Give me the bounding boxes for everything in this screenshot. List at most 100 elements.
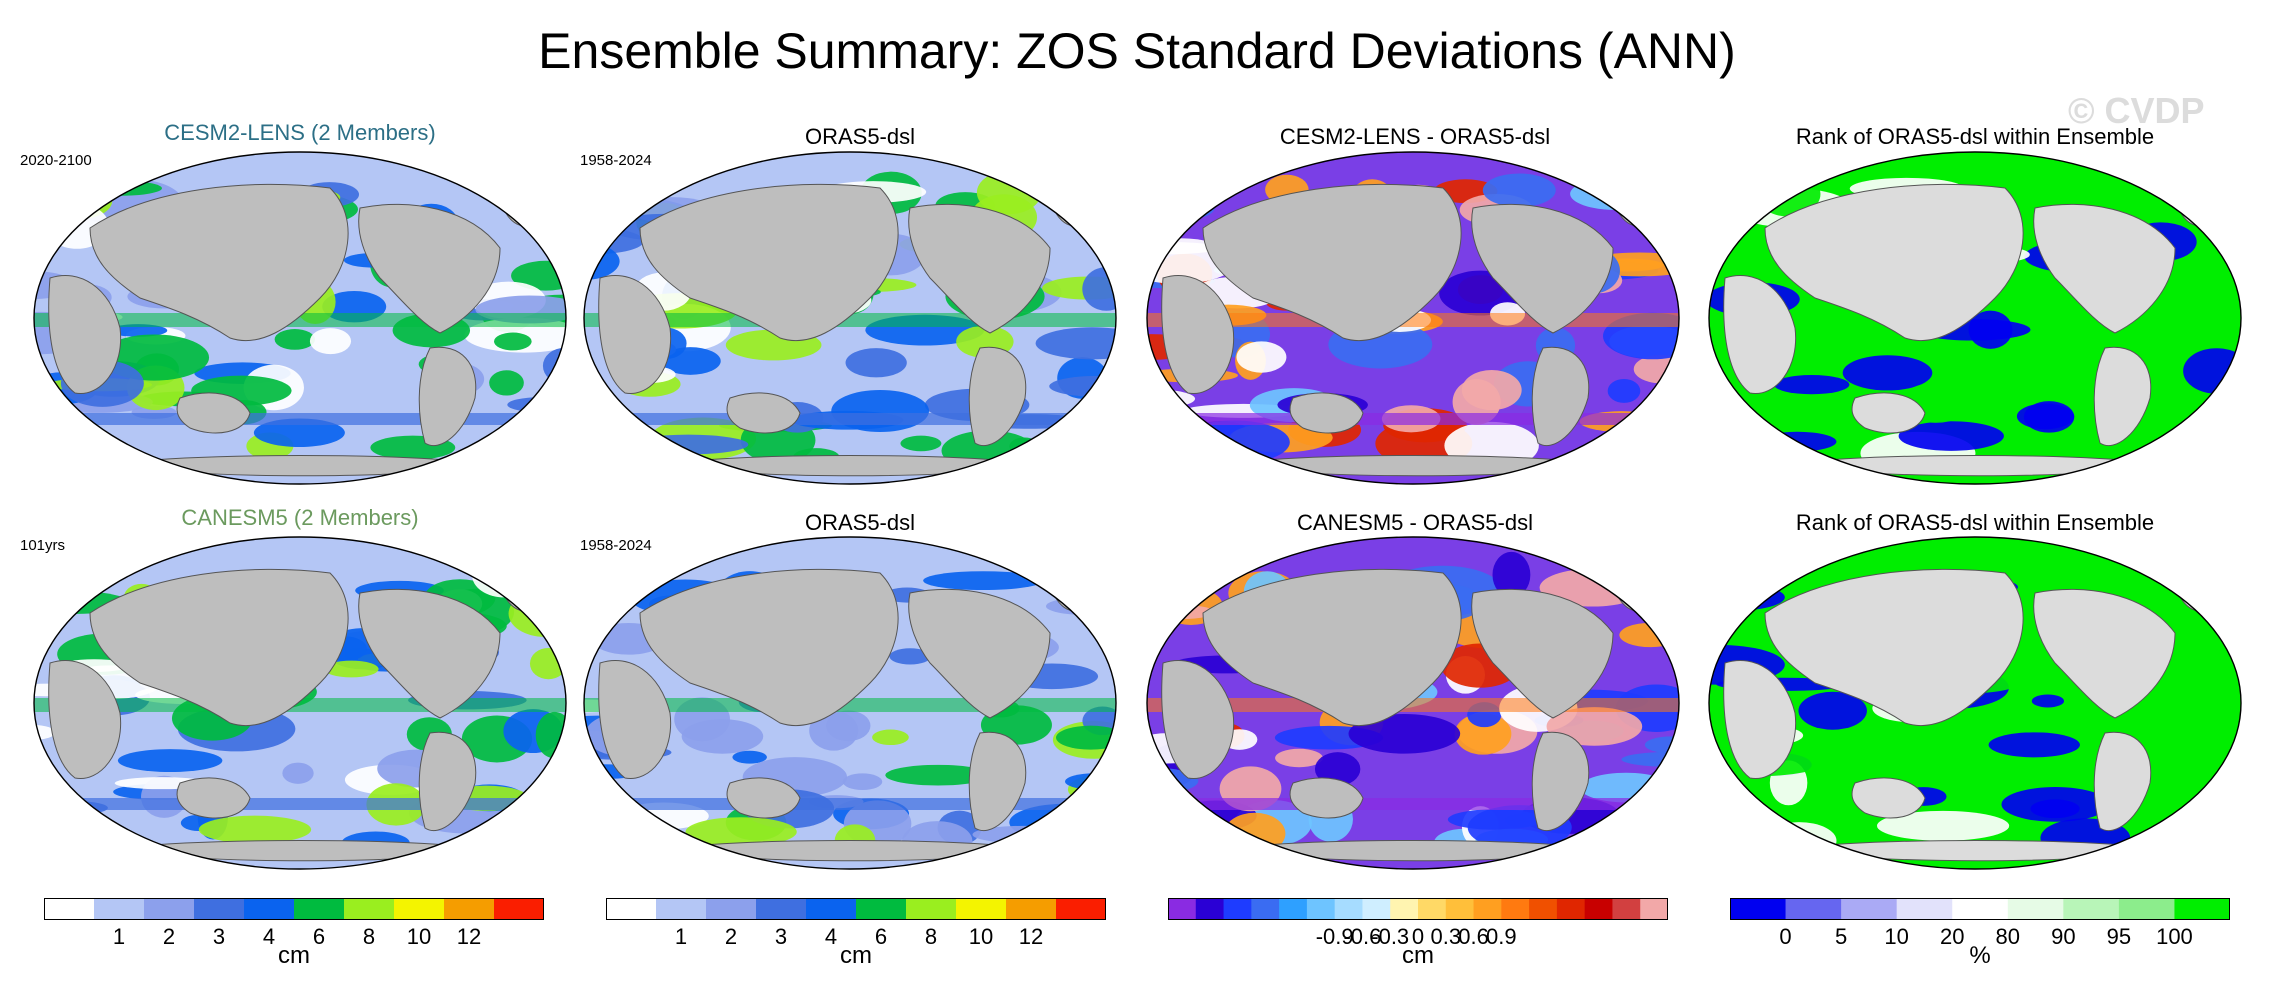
colorbar-swatch <box>906 898 957 920</box>
colorbar-swatch <box>1501 898 1530 920</box>
colorbar-swatch <box>2174 898 2230 920</box>
colorbar-swatch <box>1952 898 2009 920</box>
panel-title: ORAS5-dsl <box>804 510 916 535</box>
colorbar-std-model <box>44 898 544 920</box>
map-panel-canesm5-rank <box>1708 536 2242 870</box>
colorbar-swatch <box>494 898 544 920</box>
colorbar-tick-label: 8 <box>924 924 938 949</box>
colorbar-tick-label: -0.9 <box>1315 924 1354 949</box>
colorbar-tick-label: 100 <box>2156 924 2193 949</box>
colorbar-tick-label: 1 <box>674 924 688 949</box>
colorbar-tick-label: 1 <box>112 924 126 949</box>
colorbar-swatch <box>2007 898 2064 920</box>
colorbar-tick-label: 4 <box>262 924 276 949</box>
colorbar-swatch <box>1168 898 1197 920</box>
colorbar-swatch <box>1195 898 1225 920</box>
colorbar-tick-label: 10 <box>1884 924 1909 949</box>
colorbar-swatch <box>194 898 245 920</box>
map-panel-cesm2-diff <box>1146 151 1680 485</box>
colorbar-swatch <box>1896 898 1953 920</box>
panel-title: ORAS5-dsl <box>804 124 916 149</box>
colorbar-swatch <box>1418 898 1447 920</box>
panel-period-label: 101yrs <box>20 537 66 554</box>
colorbar-ticks: 1 2 3 4 6 8 10 12 <box>606 924 1106 954</box>
colorbar-swatch <box>1730 898 1787 920</box>
colorbar-tick-label: 20 <box>1939 924 1965 949</box>
colorbar-swatch <box>756 898 807 920</box>
colorbar-swatch <box>1640 898 1668 920</box>
colorbar-swatch <box>394 898 445 920</box>
panel-title: Rank of ORAS5-dsl within Ensemble <box>1795 124 2155 149</box>
watermark: © CVDP <box>2068 90 2205 131</box>
map-panel-cesm2-rank <box>1708 151 2242 485</box>
map-panel-cesm2-std <box>33 151 567 485</box>
colorbar-swatch <box>656 898 707 920</box>
panel-period-label: 1958-2024 <box>580 537 652 554</box>
colorbar-swatch <box>706 898 757 920</box>
colorbar-swatch <box>1279 898 1308 920</box>
colorbar-ticks: 0 5 10 20 80 90 95 100 <box>1730 924 2230 954</box>
colorbar-swatch <box>444 898 495 920</box>
colorbar-swatch <box>144 898 195 920</box>
panel-title: CANESM5 (2 Members) <box>181 505 419 530</box>
colorbar-swatch <box>1334 898 1363 920</box>
colorbar-swatch <box>1251 898 1280 920</box>
colorbar-tick-label: 5 <box>1834 924 1848 949</box>
panel-title: CESM2-LENS (2 Members) <box>164 120 436 145</box>
colorbar-tick-label: 0.3 <box>1430 924 1462 949</box>
colorbar-tick-label: 0.6 <box>1458 924 1489 949</box>
colorbar-tick-label: 0 <box>1779 924 1792 949</box>
colorbar-ticks: -0.9 -0.6 -0.3 0 0.3 0.6 0.9 <box>1168 924 1668 954</box>
panel-period-label: 1958-2024 <box>580 152 652 169</box>
colorbar-swatch <box>1556 898 1586 920</box>
colorbar-tick-label: -0.6 <box>1343 924 1382 949</box>
colorbar-unit: cm <box>278 942 310 969</box>
colorbar-swatch <box>1362 898 1391 920</box>
colorbar-swatch <box>2063 898 2120 920</box>
colorbar-swatch <box>806 898 857 920</box>
colorbar-swatch <box>1223 898 1252 920</box>
colorbar-swatch <box>1785 898 1842 920</box>
colorbar-swatch <box>1612 898 1641 920</box>
colorbar-swatch <box>956 898 1007 920</box>
colorbar-unit: % <box>1969 942 1991 969</box>
colorbar-swatch <box>856 898 907 920</box>
figure-title: Ensemble Summary: ZOS Standard Deviation… <box>538 23 1736 79</box>
colorbar-tick-label: 3 <box>774 924 788 949</box>
colorbar-swatch <box>1529 898 1558 920</box>
colorbar-swatch <box>1841 898 1898 920</box>
colorbar-tick-label: 0 <box>1411 924 1425 949</box>
colorbar-swatch <box>44 898 95 920</box>
map-panel-canesm5-std <box>33 536 567 870</box>
colorbar-tick-label: 2 <box>162 924 176 949</box>
colorbar-swatch <box>344 898 395 920</box>
colorbar-tick-label: 8 <box>362 924 376 949</box>
colorbar-tick-label: 12 <box>1018 924 1044 949</box>
map-panel-canesm5-diff <box>1146 536 1680 870</box>
colorbar-tick-label: 4 <box>824 924 838 949</box>
colorbar-tick-label: -0.3 <box>1371 924 1410 949</box>
colorbar-std-obs <box>606 898 1106 920</box>
colorbar-tick-label: 10 <box>406 924 432 949</box>
colorbar-tick-label: 90 <box>2051 924 2076 949</box>
map-panel-oras5-std <box>583 151 1117 485</box>
colorbar-tick-label: 2 <box>724 924 738 949</box>
colorbar-swatch <box>1056 898 1106 920</box>
colorbar-tick-label: 0.9 <box>1486 924 1517 949</box>
colorbar-unit: cm <box>1402 942 1434 969</box>
colorbar-swatch <box>244 898 295 920</box>
colorbar-tick-label: 3 <box>212 924 226 949</box>
colorbar-swatch <box>1006 898 1057 920</box>
colorbar-tick-label: 95 <box>2106 924 2132 949</box>
colorbar-difference <box>1168 898 1668 920</box>
panel-period-label: 2020-2100 <box>20 152 92 169</box>
colorbar-ticks: 1 2 3 4 6 8 10 12 <box>44 924 544 954</box>
colorbar-swatch <box>1306 898 1336 920</box>
colorbar-swatch <box>1584 898 1613 920</box>
colorbar-tick-label: 80 <box>1995 924 2021 949</box>
colorbar-rank <box>1730 898 2230 920</box>
colorbar-swatch <box>606 898 657 920</box>
colorbar-tick-label: 6 <box>312 924 326 949</box>
colorbar-swatch <box>1473 898 1502 920</box>
panel-title: Rank of ORAS5-dsl within Ensemble <box>1795 510 2155 535</box>
